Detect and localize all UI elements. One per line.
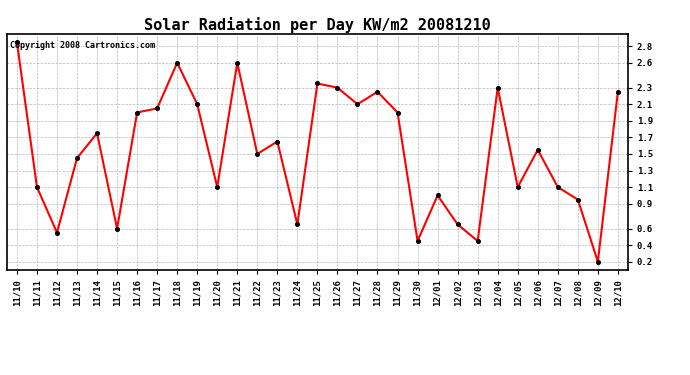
Title: Solar Radiation per Day KW/m2 20081210: Solar Radiation per Day KW/m2 20081210 [144, 16, 491, 33]
Text: Copyright 2008 Cartronics.com: Copyright 2008 Cartronics.com [10, 41, 155, 50]
